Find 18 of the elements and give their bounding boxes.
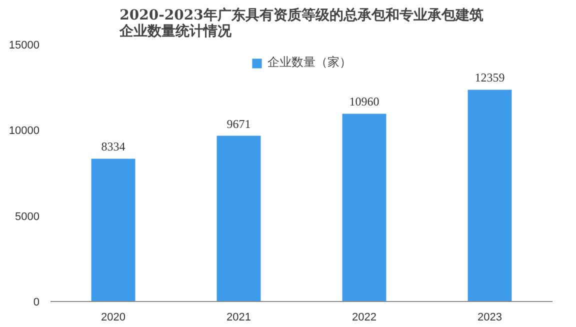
legend-label: 企业数量（家） <box>268 54 352 71</box>
data-label: 12359 <box>474 70 505 85</box>
data-label: 8334 <box>101 140 126 154</box>
x-tick-label: 2021 <box>226 312 251 324</box>
bar <box>342 114 386 302</box>
x-tick-label: 2022 <box>352 312 376 324</box>
y-tick-label: 10000 <box>8 125 40 138</box>
chart-title: 2020-2023年广东具有资质等级的总承包和专业承包建筑企业数量统计情况 <box>118 6 484 40</box>
data-label: 10960 <box>349 94 380 109</box>
y-tick-label: 0 <box>33 296 40 308</box>
x-tick-label: 2023 <box>478 312 502 324</box>
data-label: 9671 <box>226 116 251 131</box>
x-tick-label: 2020 <box>101 312 126 324</box>
bar <box>216 136 261 302</box>
y-tick-label: 15000 <box>8 40 40 52</box>
bar <box>468 90 512 302</box>
y-tick-label: 5000 <box>15 210 40 223</box>
bar <box>91 158 136 302</box>
